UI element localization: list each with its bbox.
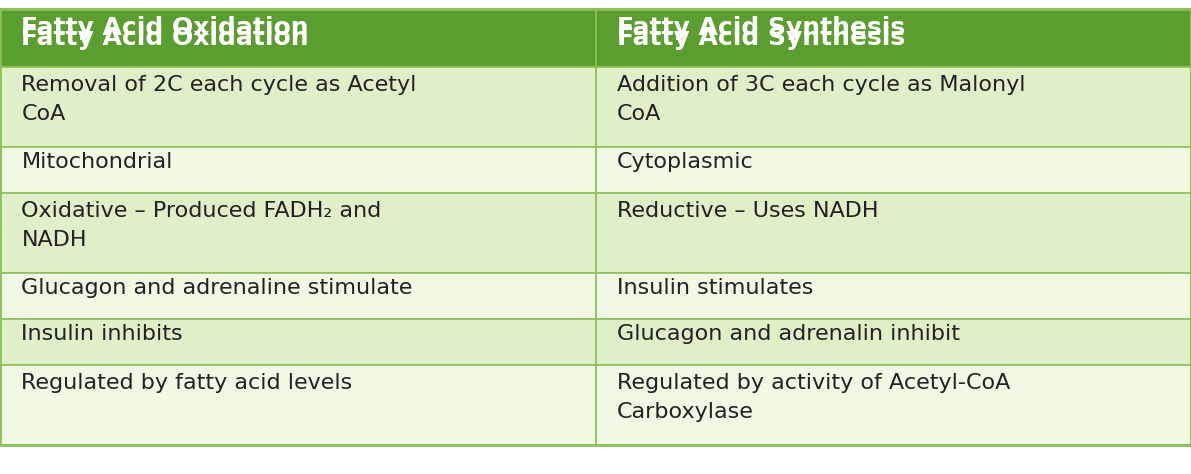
Text: Cytoplasmic: Cytoplasmic: [617, 152, 754, 172]
Bar: [596, 9, 1191, 67]
Bar: [596, 365, 1191, 445]
Bar: [596, 319, 1191, 365]
Bar: [596, 67, 1191, 147]
Bar: [0, 365, 596, 445]
Text: Oxidative – Produced FADH₂ and
NADH: Oxidative – Produced FADH₂ and NADH: [21, 201, 381, 250]
Text: Fatty Acid Oxidation: Fatty Acid Oxidation: [21, 16, 308, 40]
Bar: [0, 273, 596, 319]
Text: Regulated by fatty acid levels: Regulated by fatty acid levels: [21, 373, 353, 393]
Text: Insulin inhibits: Insulin inhibits: [21, 324, 183, 344]
Bar: [0, 319, 596, 365]
Bar: [0, 67, 596, 147]
Text: Removal of 2C each cycle as Acetyl
CoA: Removal of 2C each cycle as Acetyl CoA: [21, 75, 417, 124]
Text: Insulin stimulates: Insulin stimulates: [617, 278, 813, 298]
Text: Mitochondrial: Mitochondrial: [21, 152, 173, 172]
Bar: [596, 193, 1191, 273]
Bar: [596, 147, 1191, 193]
Text: Addition of 3C each cycle as Malonyl
CoA: Addition of 3C each cycle as Malonyl CoA: [617, 75, 1025, 124]
Bar: [0, 9, 596, 67]
Text: Fatty Acid Synthesis: Fatty Acid Synthesis: [617, 16, 905, 40]
Bar: [0, 147, 596, 193]
Text: Fatty Acid Oxidation: Fatty Acid Oxidation: [21, 26, 308, 50]
Text: Fatty Acid Synthesis: Fatty Acid Synthesis: [617, 26, 905, 50]
Text: Reductive – Uses NADH: Reductive – Uses NADH: [617, 201, 879, 221]
Text: Glucagon and adrenaline stimulate: Glucagon and adrenaline stimulate: [21, 278, 413, 298]
Text: Glucagon and adrenalin inhibit: Glucagon and adrenalin inhibit: [617, 324, 960, 344]
Bar: [596, 273, 1191, 319]
Bar: [0, 193, 596, 273]
Text: Regulated by activity of Acetyl-CoA
Carboxylase: Regulated by activity of Acetyl-CoA Carb…: [617, 373, 1010, 422]
